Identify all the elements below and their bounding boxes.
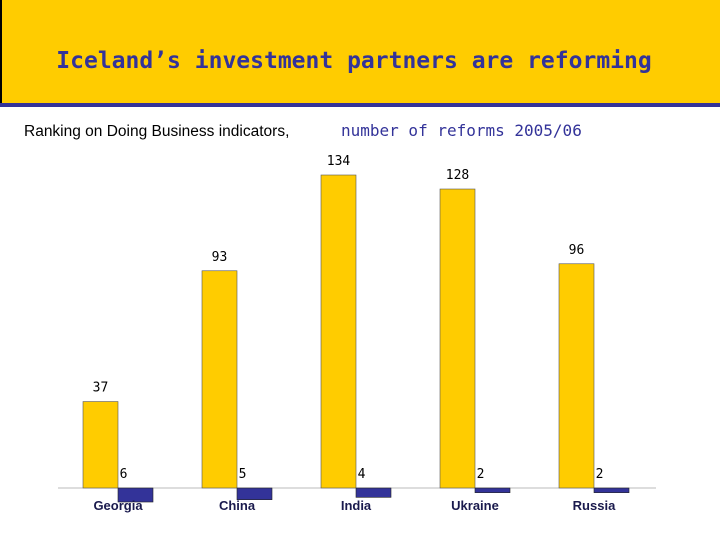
data-label: 93 [212,250,228,265]
bar [117,487,154,503]
x-tick-label: China [219,498,256,513]
subtitle: Ranking on Doing Business indicators, [24,123,289,140]
bar [439,188,476,489]
bar [355,487,392,498]
data-label: 4 [358,467,366,482]
header-band [0,0,720,104]
data-label: 6 [120,467,128,482]
bar [474,487,511,493]
bar [558,263,595,489]
data-label: 96 [569,243,585,258]
bar [320,174,357,489]
bar [236,487,273,500]
x-tick-label: Georgia [93,498,143,513]
data-label: 134 [327,154,351,169]
bar [82,401,119,489]
data-label: 2 [477,467,485,482]
data-label: 5 [239,467,247,482]
data-label: 2 [596,467,604,482]
bar [593,487,630,493]
x-tick-label: India [341,498,372,513]
data-label: 128 [446,168,469,183]
data-label: 37 [93,381,109,396]
bar [201,270,238,489]
header-rule [0,103,720,107]
header-edge [0,0,2,104]
x-tick-label: Russia [573,498,616,513]
chart-title: Iceland’s investment partners are reform… [56,48,651,74]
subtitle: number of reforms 2005/06 [341,121,582,140]
x-tick-label: Ukraine [451,498,499,513]
